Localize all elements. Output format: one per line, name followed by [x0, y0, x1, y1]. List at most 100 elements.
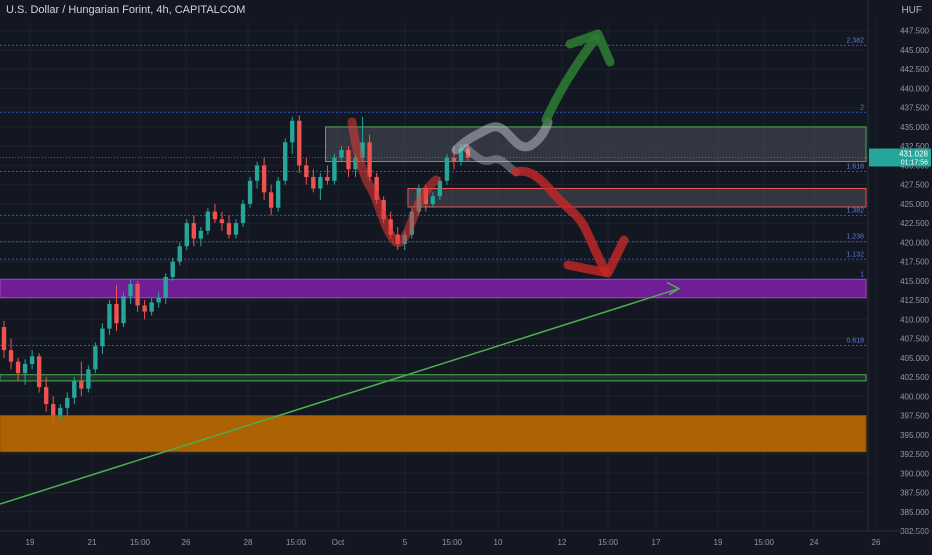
drawn-arrow-down-head	[563, 235, 629, 278]
y-tick-label-20: 397.500	[900, 412, 929, 421]
candle-body-20	[142, 305, 147, 312]
last-price-tag	[869, 148, 931, 167]
y-tick-label-1: 445.000	[900, 46, 929, 55]
candle-body-22	[156, 297, 161, 303]
candle-body-17	[121, 296, 126, 324]
candle-body-1	[8, 350, 14, 362]
y-tick-label-19: 400.000	[900, 392, 929, 401]
currency-label: HUF	[901, 5, 922, 16]
x-tick-label-4: 28	[244, 538, 253, 547]
y-tick-label-16: 407.500	[900, 335, 929, 344]
y-tick-label-3: 440.000	[900, 84, 929, 93]
candle-body-7	[51, 404, 56, 416]
candle-body-21	[149, 302, 154, 312]
orange-zone	[0, 415, 867, 453]
candle-body-38	[268, 192, 274, 208]
fib-label-0: 2.382	[846, 37, 864, 44]
candle-body-32	[226, 223, 232, 235]
candle-body-26	[184, 223, 189, 247]
mid-box	[407, 187, 867, 208]
last-price-countdown: 01:17:56	[901, 159, 928, 166]
y-tick-label-22: 392.500	[900, 450, 929, 459]
candle-body-39	[276, 180, 281, 208]
candle-body-29	[205, 211, 211, 231]
y-tick-label-10: 422.500	[900, 219, 929, 228]
drawn-arrow-up-head	[565, 29, 615, 67]
upper-resistance-box	[325, 126, 867, 163]
trendline-arrowhead	[666, 281, 681, 296]
y-tick-label-23: 390.000	[900, 469, 929, 478]
candle-body-23	[163, 277, 168, 298]
drawn-arrow-up	[541, 33, 601, 125]
candle-body-47	[332, 157, 337, 181]
candle-body-25	[177, 246, 182, 262]
green-thin-box	[0, 374, 867, 382]
candle-body-37	[261, 165, 267, 193]
candle-body-16	[114, 303, 119, 324]
candle-body-64	[451, 157, 457, 162]
candle-body-65	[458, 148, 464, 162]
x-tick-label-2: 15:00	[130, 538, 151, 547]
x-tick-label-6: Oct	[332, 538, 345, 547]
fib-label-4: 1.236	[846, 234, 864, 241]
candle-body-44	[311, 176, 316, 189]
candle-body-31	[219, 219, 225, 224]
x-tick-label-1: 21	[88, 538, 97, 547]
fib-label-6: 1	[860, 271, 864, 278]
candle-body-15	[107, 303, 112, 329]
candle-body-14	[100, 328, 105, 347]
y-tick-label-17: 405.000	[900, 354, 929, 363]
y-tick-label-5: 435.000	[900, 123, 929, 132]
x-tick-label-9: 10	[494, 538, 503, 547]
candle-body-42	[297, 120, 302, 166]
y-tick-label-14: 412.500	[900, 296, 929, 305]
y-tick-label-8: 427.500	[900, 181, 929, 190]
candle-body-51	[360, 142, 365, 158]
fib-label-5: 1.132	[846, 251, 864, 258]
candle-body-62	[437, 180, 443, 197]
drawn-path-wave-2	[462, 144, 520, 176]
candle-body-43	[304, 165, 309, 177]
x-tick-label-12: 17	[652, 538, 661, 547]
candle-body-0	[1, 327, 7, 351]
drawn-arrow-down	[511, 166, 611, 277]
x-tick-label-13: 19	[714, 538, 723, 547]
x-tick-label-11: 15:00	[598, 538, 619, 547]
candle-body-9	[65, 397, 70, 408]
drawn-path-wave	[451, 117, 553, 155]
x-tick-label-8: 15:00	[442, 538, 463, 547]
candle-body-10	[72, 380, 77, 398]
y-tick-label-11: 420.000	[900, 238, 929, 247]
y-tick-label-21: 395.000	[900, 431, 929, 440]
x-tick-label-7: 5	[403, 538, 408, 547]
candle-body-12	[86, 369, 91, 389]
candle-body-34	[240, 203, 246, 224]
fib-label-2: 1.618	[846, 164, 864, 171]
candle-body-30	[212, 211, 218, 220]
x-tick-label-10: 12	[558, 538, 567, 547]
candle-body-40	[283, 142, 288, 181]
last-price-value: 431.028	[899, 149, 928, 158]
candle-body-63	[444, 157, 450, 181]
candle-body-13	[93, 346, 98, 370]
chart-title: U.S. Dollar / Hungarian Forint, 4h, CAPI…	[6, 4, 246, 16]
trendline	[0, 287, 680, 505]
x-tick-label-3: 26	[182, 538, 191, 547]
x-tick-label-16: 26	[872, 538, 881, 547]
y-tick-label-25: 385.000	[900, 508, 929, 517]
y-tick-label-18: 402.500	[900, 373, 929, 382]
candle-body-66	[465, 148, 471, 158]
fib-label-1: 2	[860, 104, 864, 111]
fib-label-3: 1.382	[846, 207, 864, 214]
candle-body-53	[374, 176, 379, 201]
candle-body-36	[254, 165, 260, 181]
candle-body-35	[247, 180, 253, 204]
candle-body-18	[128, 283, 133, 297]
candle-body-6	[44, 387, 49, 404]
candle-body-3	[22, 363, 28, 374]
y-tick-label-0: 447.500	[900, 27, 929, 36]
candle-body-5	[36, 356, 42, 388]
